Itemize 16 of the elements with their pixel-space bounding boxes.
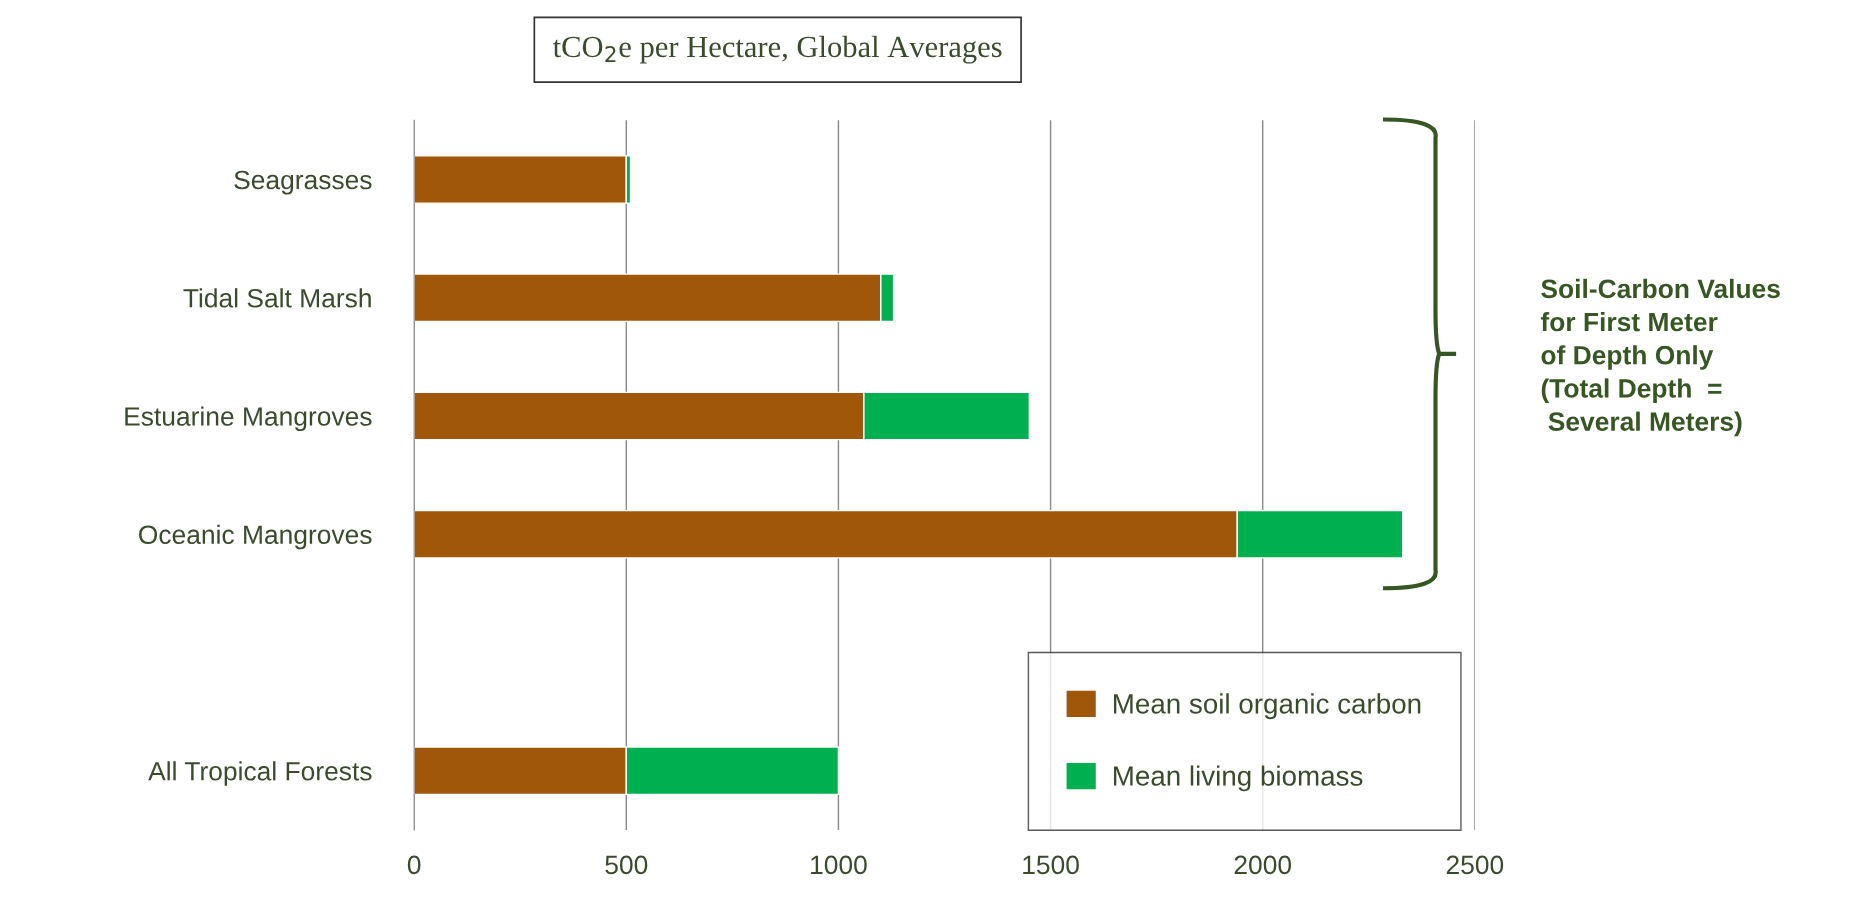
x-tick-label: 2500 (1446, 855, 1504, 875)
x-tick-label: 500 (605, 855, 648, 875)
y-tick-label: All Tropical Forests (148, 761, 372, 786)
legend-label: Mean living biomass (1114, 765, 1363, 792)
y-tick-label: Oceanic Mangroves (139, 524, 372, 550)
x-tick-label: 1500 (1023, 855, 1079, 875)
x-tick-label: 0 (407, 855, 421, 875)
y-tick-label: Seagrasses (234, 170, 372, 195)
y-tick-label: Estuarine Mangroves (125, 406, 372, 432)
x-tick-label: 2000 (1234, 855, 1292, 875)
bar (414, 155, 627, 204)
legend-label: Mean soil organic carbon (1114, 693, 1421, 720)
text: Soil-Carbon Values for First Meter of Depth Only (Total Depth = Several Meters) (1540, 278, 1780, 437)
y-tick-label: Tidal Salt Marsh (183, 288, 371, 308)
x-tick-label: 1000 (811, 855, 867, 875)
chart-title: tCO$_{2}$e per Hectare, Global Averages (552, 35, 1002, 64)
